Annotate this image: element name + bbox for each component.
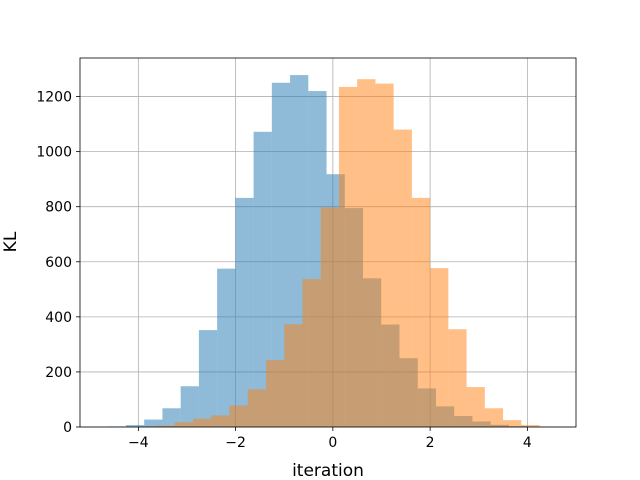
histogram-bar-series-2 [393,129,412,427]
y-axis-label: KL [1,231,21,252]
histogram-bar-series-2 [484,408,504,427]
histogram-bar-series-2 [466,387,485,427]
histogram-bar-series-2 [430,268,449,427]
histogram-bar-series-2 [448,329,467,427]
histogram-bars [107,75,558,428]
histogram-bar-series-1 [253,131,272,428]
histogram-bar-series-2 [375,83,394,427]
x-axis-ticks: −4 −2 0 2 4 [128,427,532,451]
histogram-bar-series-1 [125,425,145,427]
y-tick-label: 0 [63,420,72,436]
x-tick-label: −4 [128,435,149,451]
y-axis-ticks: 0 200 400 600 800 1000 1200 [36,90,80,436]
histogram-bar-series-1 [198,330,218,427]
histogram-bar-series-2 [229,405,248,427]
histogram-bar-series-2 [156,425,175,427]
histogram-bar-series-2 [411,197,431,427]
histogram-bar-series-1 [235,197,254,427]
histogram-bar-series-2 [211,415,230,427]
x-tick-label: 4 [523,435,532,451]
histogram-bar-series-1 [180,386,199,427]
histogram-bar-series-2 [247,389,266,427]
y-tick-label: 400 [45,310,72,326]
x-tick-label: −2 [225,435,246,451]
histogram-bar-series-2 [503,420,522,427]
histogram-bar-series-1 [217,268,236,427]
plot-frame [79,57,577,428]
y-tick-label: 600 [45,255,72,271]
x-tick-label: 0 [328,435,337,451]
histogram-bar-series-2 [193,418,212,427]
x-tick-label: 2 [426,435,435,451]
y-tick-label: 800 [45,200,72,216]
y-tick-label: 1000 [36,145,72,161]
histogram-bar-series-2 [266,360,285,427]
histogram-bar-series-2 [302,279,321,427]
histogram-bar-series-2 [320,207,339,427]
histogram-bar-series-2 [521,425,540,427]
histogram-bar-series-2 [284,324,303,427]
y-tick-label: 200 [45,365,72,381]
histogram-bar-series-2 [338,86,358,427]
y-tick-label: 1200 [36,90,72,106]
histogram-bar-series-2 [357,79,376,427]
histogram-bar-series-1 [144,419,163,427]
histogram-bar-series-2 [174,422,194,427]
x-axis-label: iteration [292,461,364,480]
